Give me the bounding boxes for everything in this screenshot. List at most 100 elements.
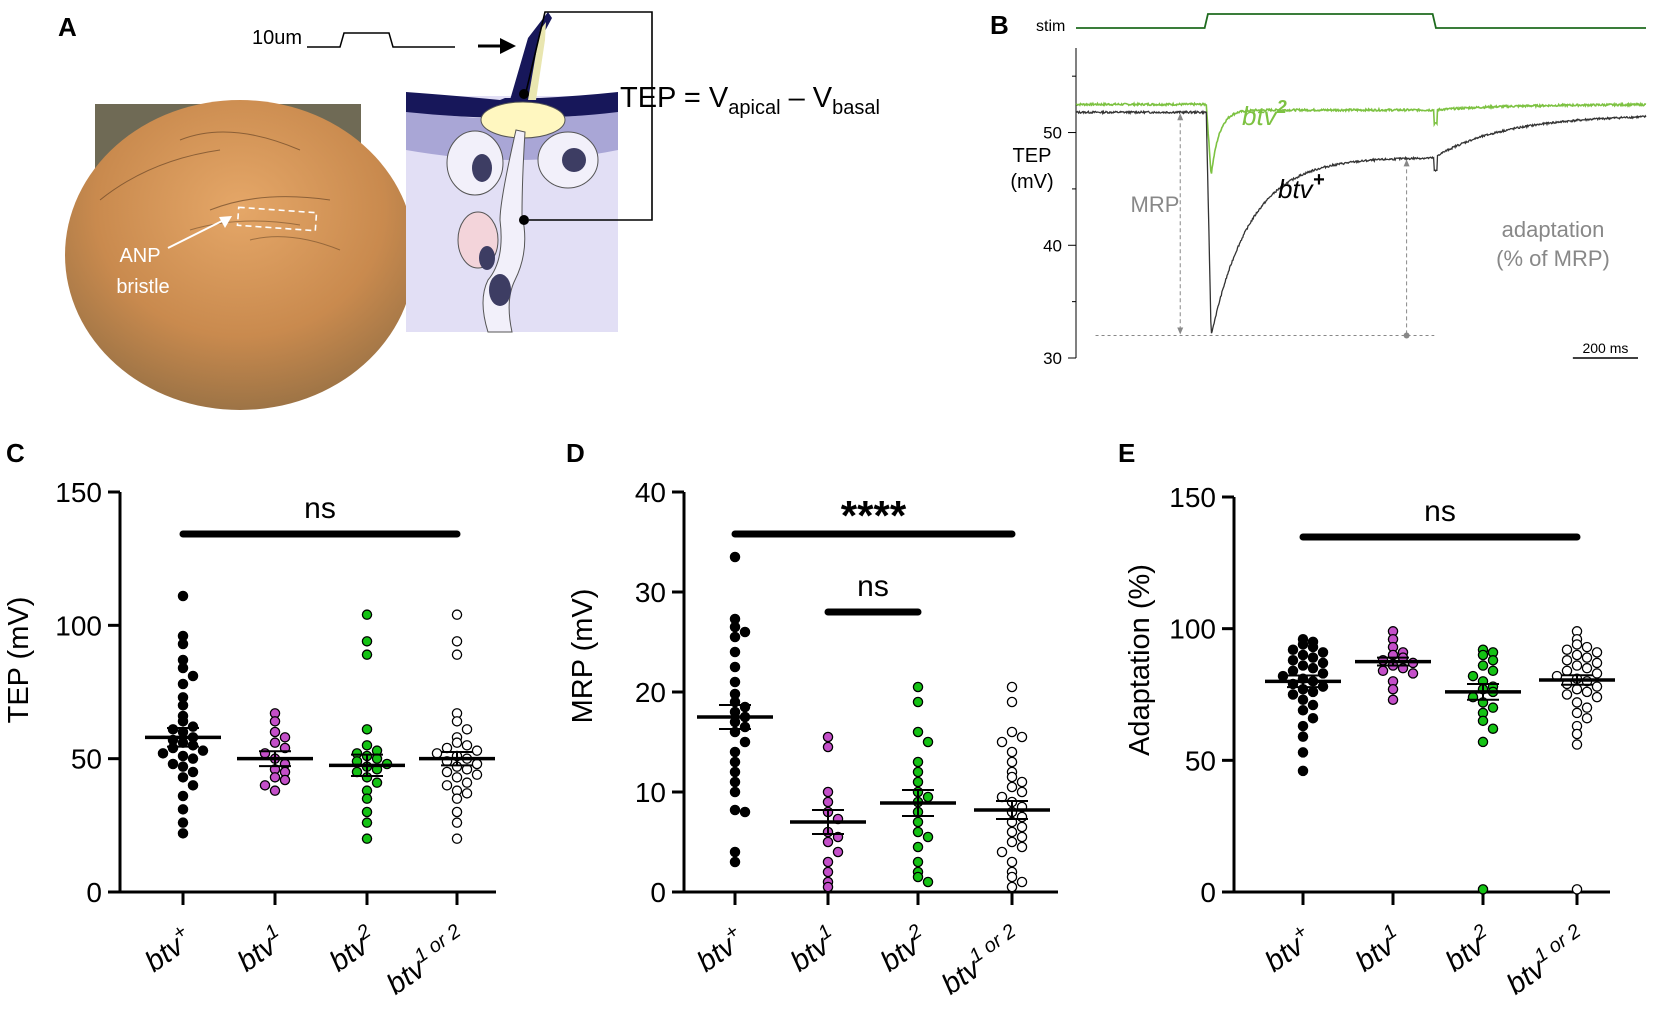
c-series-btv1or2 [419,609,495,844]
e-data-point [1287,689,1299,700]
c-data-point [361,724,373,735]
e-data-point [1477,884,1489,895]
e-ytick-label: 50 [1185,745,1216,776]
c-ytick-label: 150 [55,477,102,508]
e-data-point [1571,728,1583,740]
b-trace-btv2 [1075,101,1647,174]
e-data-point [1581,662,1593,674]
e-data-point [1477,736,1489,748]
e-data-point [1591,691,1603,703]
c-data-point [167,724,179,735]
c-data-point [177,750,189,762]
d-data-point [729,676,741,688]
e-data-point [1477,649,1489,661]
d-data-point [996,846,1008,858]
c-data-point [177,716,189,727]
d-data-point [912,696,924,708]
d-data-point [922,736,934,748]
b-adaptation-label-2: (% of MRP) [1496,246,1610,271]
c-data-point [177,761,189,772]
e-data-point [1297,660,1309,671]
e-data-point [1581,641,1593,653]
e-data-point [1387,683,1399,695]
tep-equation: TEP = Vapical – Vbasal [620,82,880,119]
d-data-point [1006,871,1018,883]
arrow-right-icon [500,38,516,54]
c-ytick-label: 0 [86,877,102,908]
d-series-btv1 [790,731,866,893]
d-data-point [1006,756,1018,768]
d-series-btv2 [880,681,956,888]
d-series-btv+ [697,551,773,868]
e-significance-label: ns [1424,495,1456,528]
d-data-point [996,736,1008,748]
c-data-point [177,828,189,839]
d-data-point [729,756,741,768]
c-data-point [451,793,463,804]
c-xtick-label: btv2 [322,920,383,978]
c-data-point [461,724,473,735]
panel-label-e: E [1118,438,1135,468]
d-xtick-label: btv1 [783,920,844,978]
c-data-point [361,793,373,804]
c-data-point [177,790,189,802]
d-data-point [822,796,834,808]
c-xtick-label: btv1 [230,920,291,978]
panel-label-b: B [990,10,1009,40]
c-data-point [259,748,271,759]
c-xtick-label: btv1 or 2 [379,920,473,1001]
c-ytick-label: 100 [55,610,102,641]
b-mrp-arrowhead-top-icon [1177,113,1184,121]
d-data-point [1006,856,1018,868]
e-data-point [1581,686,1593,698]
e-data-point [1287,644,1299,655]
d-data-point [822,836,834,848]
e-data-point [1487,655,1499,666]
e-data-point [1287,665,1299,677]
e-data-point [1571,707,1583,719]
c-data-point [361,609,373,620]
c-data-point [177,804,189,815]
e-series-btv1or2 [1539,626,1615,895]
c-series-btv1 [237,708,313,796]
d-data-point [912,871,924,883]
c-data-point [259,780,271,791]
c-series-btv+ [145,590,221,839]
c-ylabel: TEP (mV) [3,597,35,724]
e-data-point [1581,702,1593,713]
e-data-point [1297,649,1309,661]
b-trace-btv-plus [1075,109,1647,334]
d-data-point [729,776,741,788]
e-data-point [1377,665,1389,677]
c-xtick-label: btv+ [137,920,199,978]
c-data-point [177,662,189,674]
c-data-point [187,780,199,791]
d-data-point [1006,881,1018,893]
e-data-point [1581,712,1593,724]
e-data-point [1591,681,1603,692]
e-data-point [1307,712,1319,724]
c-data-point [187,721,199,732]
d-data-point [822,731,834,743]
c-data-point [177,590,189,602]
d-data-point [729,746,741,758]
c-data-point [279,774,291,786]
e-data-point [1487,702,1499,713]
e-data-point [1307,641,1319,653]
d-data-point [822,866,834,878]
panel-b: B stim 30 40 50 TEP (mV) MRP adaptation (%… [990,10,1647,368]
electrode-wiring [525,11,653,221]
d-data-point [729,856,741,868]
c-series-btv2 [329,609,405,844]
b-y-ticks: 30 40 50 [1043,75,1076,368]
e-data-point [1297,765,1309,777]
e-series-btv1 [1355,626,1431,706]
d-data-point [729,786,741,798]
e-data-point [1561,644,1573,655]
c-data-point [361,649,373,660]
c-data-point [279,732,291,743]
e-data-point [1571,660,1583,671]
b-mrp-arrowhead-bottom-icon [1177,327,1184,335]
e-series-btv+ [1265,633,1341,777]
c-data-point [177,772,189,783]
